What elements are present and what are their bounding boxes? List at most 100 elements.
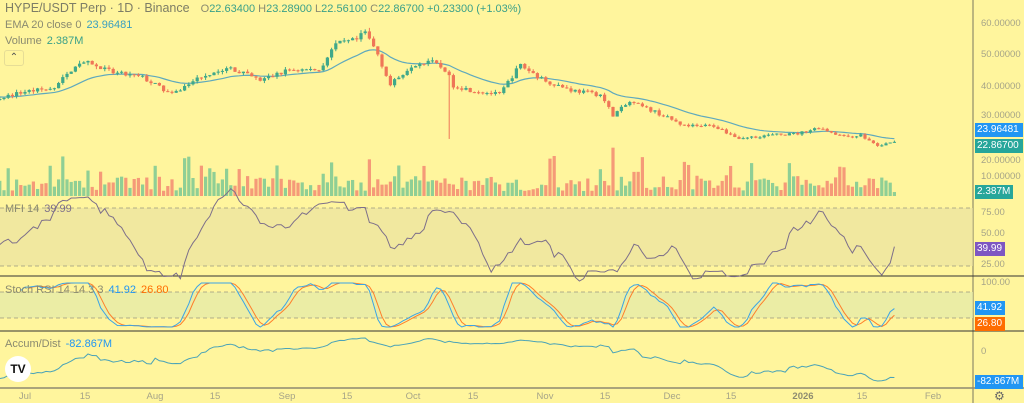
volume-bar — [519, 189, 523, 196]
volume-bar — [607, 185, 611, 196]
volume-bar — [426, 181, 430, 196]
volume-bar — [183, 158, 187, 196]
candle — [283, 69, 287, 75]
candle — [493, 92, 497, 94]
candle — [271, 76, 275, 78]
candle — [535, 73, 539, 79]
volume-bar — [859, 187, 863, 196]
candle — [212, 72, 216, 76]
stoch-band — [0, 292, 973, 318]
candle — [409, 67, 413, 71]
chevron-up-icon[interactable]: ⌃ — [4, 50, 24, 66]
candle — [204, 75, 208, 78]
candle — [393, 79, 397, 86]
candle — [787, 133, 791, 136]
candle — [771, 134, 775, 136]
candle — [527, 68, 531, 72]
ema-legend[interactable]: EMA 20 close 0 23.96481 — [5, 19, 133, 31]
candle — [804, 131, 808, 133]
volume-bar — [775, 186, 779, 196]
volume-bar — [624, 185, 628, 196]
volume-bar — [468, 190, 472, 196]
candle — [254, 76, 258, 78]
candle — [502, 87, 506, 94]
candle — [855, 136, 859, 138]
candle — [342, 40, 346, 42]
volume-bar — [846, 185, 850, 196]
volume-bar — [880, 177, 884, 196]
volume-bar — [506, 182, 510, 196]
candle — [510, 78, 514, 81]
volume-bar — [128, 187, 132, 196]
mfi-legend[interactable]: MFI 14 39.99 — [5, 203, 72, 215]
candle — [464, 87, 468, 90]
candle — [15, 92, 19, 97]
ad-legend[interactable]: Accum/Dist -82.867M — [5, 338, 113, 350]
volume-bar — [695, 175, 699, 196]
volume-bar — [262, 178, 266, 196]
candle — [506, 80, 510, 88]
candle — [2, 97, 6, 100]
volume-bar — [813, 185, 817, 196]
volume-legend[interactable]: Volume 2.387M — [5, 35, 84, 47]
tradingview-logo[interactable]: TV — [5, 356, 31, 382]
candle — [44, 89, 48, 91]
volume-bar — [674, 189, 678, 196]
volume-bar — [107, 182, 111, 196]
volume-bar — [699, 178, 703, 196]
candle — [346, 40, 350, 42]
candle — [86, 60, 90, 63]
candle — [666, 116, 670, 118]
candle — [199, 77, 203, 79]
volume-bar — [241, 186, 245, 196]
volume-bar — [388, 181, 392, 196]
volume-bar — [342, 187, 346, 196]
volume-bar — [582, 190, 586, 196]
candle — [628, 102, 632, 106]
candle — [31, 90, 35, 92]
volume-bar — [0, 180, 2, 196]
candle — [422, 63, 426, 65]
time-tick: Sep — [278, 391, 296, 402]
volume-bar — [275, 165, 279, 196]
candle — [544, 77, 548, 82]
candle — [846, 135, 850, 137]
stoch-k-line — [20, 282, 895, 328]
candle — [69, 71, 73, 74]
volume-bar — [401, 187, 405, 196]
volume-bar — [15, 179, 19, 196]
time-tick: Aug — [146, 391, 164, 402]
volume-bar — [435, 180, 439, 196]
candle — [884, 143, 888, 146]
volume-bar — [136, 177, 140, 196]
gear-icon[interactable]: ⚙ — [994, 389, 1005, 403]
ema-line — [0, 49, 895, 140]
volume-bar — [355, 190, 359, 196]
candle — [657, 110, 661, 116]
volume-bar — [61, 156, 65, 196]
volume-bar — [313, 190, 317, 196]
volume-bar — [645, 187, 649, 196]
volume-bar — [745, 181, 749, 196]
volume-bar — [472, 181, 476, 196]
candle — [359, 33, 363, 40]
candle — [716, 126, 720, 129]
volume-bar — [804, 179, 808, 196]
volume-bar — [682, 161, 686, 196]
candle — [267, 76, 271, 79]
stoch-legend[interactable]: Stoch RSI 14 14 3 3 41.92 26.80 — [5, 284, 169, 296]
candle — [451, 75, 455, 88]
volume-bar — [502, 190, 506, 196]
volume-bar — [111, 182, 115, 196]
volume-bar — [246, 176, 250, 196]
candle — [338, 40, 342, 44]
volume-bar — [330, 162, 334, 196]
volume-bar — [418, 180, 422, 196]
volume-bar — [535, 188, 539, 196]
candle — [82, 62, 86, 64]
volume-bar — [267, 186, 271, 196]
volume-bar — [766, 179, 770, 196]
candle — [737, 137, 741, 139]
candle — [246, 71, 250, 74]
